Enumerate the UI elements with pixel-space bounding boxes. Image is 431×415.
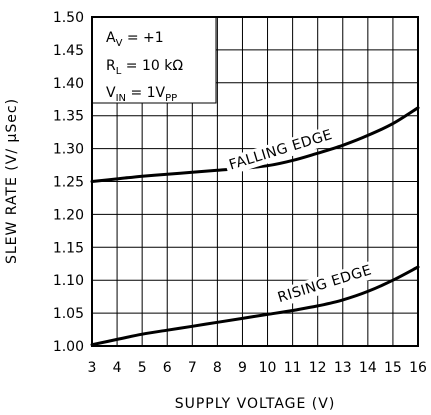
x-tick-label: 9 [238,360,247,376]
x-tick-label: 7 [188,360,197,376]
y-tick-label: 1.25 [53,175,84,191]
condition-rl: RL = 10 kΩ [106,58,183,77]
falling-edge-line [90,106,420,183]
x-tick-label: 13 [334,360,352,376]
y-tick-label: 1.50 [53,10,84,26]
x-axis-label: SUPPLY VOLTAGE (V) [175,396,336,412]
y-tick-label: 1.30 [53,142,84,158]
y-tick-label: 1.05 [53,306,84,322]
y-axis-label: SLEW RATE (V/ μSec) [4,98,20,264]
rising-edge-line [90,265,420,347]
x-tick-label: 16 [409,360,427,376]
y-tick-label: 1.35 [53,109,84,125]
series [90,106,420,347]
x-tick-label: 11 [284,360,302,376]
y-tick-label: 1.10 [53,273,84,289]
legend-box [91,16,217,104]
x-tick-label: 15 [384,360,402,376]
x-tick-label: 10 [259,360,277,376]
condition-av: AV = +1 [106,30,164,49]
x-tick-label: 6 [163,360,172,376]
rising-edge-label: RISING EDGE [276,262,374,306]
tick-labels: 3 4 5 6 7 8 9 10 11 12 13 14 15 16 1.00 1.05 1.10 1.15 1.2… [53,10,427,376]
y-tick-label: 1.15 [53,240,84,256]
y-tick-label: 1.40 [53,76,84,92]
x-tick-label: 12 [309,360,327,376]
rising-edge-label-bg [274,260,376,308]
falling-edge-label-bg [223,124,338,176]
x-tick-label: 4 [113,360,122,376]
y-tick-label: 1.20 [53,207,84,223]
y-tick-label: 1.45 [53,43,84,59]
x-tick-label: 14 [359,360,377,376]
x-tick-label: 5 [138,360,147,376]
falling-edge-label-group: FALLING EDGE [223,124,338,176]
rising-edge-label-group: RISING EDGE [274,260,376,308]
falling-edge-label: FALLING EDGE [227,127,334,174]
condition-vin: VIN = 1VPP [106,85,177,104]
x-tick-label: 8 [213,360,222,376]
y-tick-label: 1.00 [53,339,84,355]
plot-frame [91,16,419,347]
x-tick-label: 3 [88,360,97,376]
